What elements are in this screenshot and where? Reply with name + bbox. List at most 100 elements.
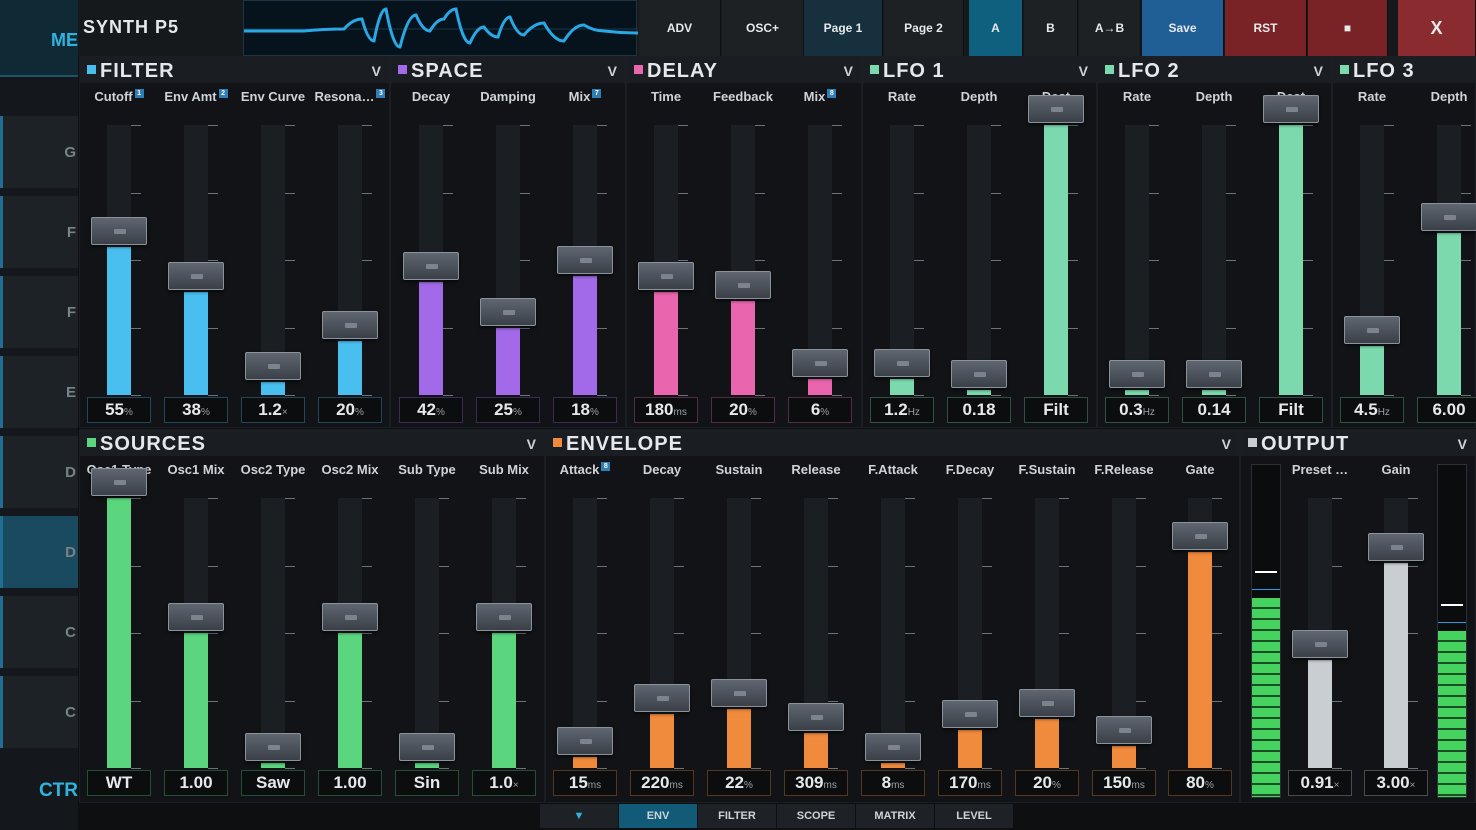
- filter-collapse-toggle[interactable]: V: [371, 63, 381, 79]
- lfo2-slider-handle[interactable]: [1186, 359, 1242, 388]
- lfo1-collapse-toggle[interactable]: V: [1078, 63, 1088, 79]
- space-slider-handle[interactable]: [480, 297, 536, 326]
- bottom-tab[interactable]: MATRIX: [856, 804, 934, 828]
- lfo3-slider-handle[interactable]: [1421, 203, 1476, 231]
- envelope-value-display[interactable]: 170ms: [938, 770, 1002, 796]
- sources-value-display[interactable]: 1.00: [164, 770, 228, 796]
- delay-value-display[interactable]: 180ms: [634, 397, 698, 423]
- sources-slider-handle[interactable]: [245, 732, 301, 761]
- lfo1-slider-handle[interactable]: [951, 359, 1007, 388]
- space-slider-handle[interactable]: [557, 246, 613, 275]
- filter-value-display[interactable]: 20%: [318, 397, 382, 423]
- sources-value-display[interactable]: 1.00: [318, 770, 382, 796]
- sidebar-item[interactable]: D: [0, 516, 78, 588]
- space-value-display[interactable]: 25%: [476, 397, 540, 423]
- lfo1-slider-handle[interactable]: [874, 348, 930, 377]
- save-button[interactable]: Save: [1142, 0, 1224, 56]
- sidebar-item[interactable]: C: [0, 676, 78, 748]
- output-value-display[interactable]: 0.91×: [1288, 770, 1352, 796]
- sources-value-display[interactable]: WT: [87, 770, 151, 796]
- sources-slider-track[interactable]: [261, 498, 285, 768]
- a-button[interactable]: A: [969, 0, 1023, 56]
- sources-slider-handle[interactable]: [476, 603, 532, 631]
- lfo1-slider-handle[interactable]: [1028, 95, 1084, 123]
- sidebar-item[interactable]: G: [0, 116, 78, 188]
- bottom-tab[interactable]: SCOPE: [777, 804, 855, 828]
- ctr-button[interactable]: CTR: [38, 780, 78, 801]
- lfo2-collapse-toggle[interactable]: V: [1313, 63, 1323, 79]
- envelope-value-display[interactable]: 20%: [1015, 770, 1079, 796]
- adv-button[interactable]: ADV: [639, 0, 721, 56]
- sidebar-item[interactable]: F: [0, 276, 78, 348]
- lfo2-slider-handle[interactable]: [1109, 359, 1165, 388]
- lfo1-value-display[interactable]: 1.2Hz: [870, 397, 934, 423]
- envelope-slider-handle[interactable]: [711, 678, 767, 707]
- filter-value-display[interactable]: 55%: [87, 397, 151, 423]
- lfo2-slider-track[interactable]: [1125, 125, 1149, 395]
- sources-value-display[interactable]: Sin: [395, 770, 459, 796]
- lfo1-value-display[interactable]: Filt: [1024, 397, 1088, 423]
- bottom-tab[interactable]: LEVEL: [935, 804, 1013, 828]
- sources-slider-track[interactable]: [415, 498, 439, 768]
- output-slider-handle[interactable]: [1292, 630, 1348, 658]
- envelope-slider-handle[interactable]: [1019, 689, 1075, 718]
- lfo3-value-display[interactable]: 6.00: [1417, 397, 1476, 423]
- envelope-value-display[interactable]: 80%: [1168, 770, 1232, 796]
- sources-value-display[interactable]: 1.0×: [472, 770, 536, 796]
- lfo2-value-display[interactable]: 0.3Hz: [1105, 397, 1169, 423]
- filter-slider-handle[interactable]: [322, 311, 378, 339]
- lfo2-slider-handle[interactable]: [1263, 95, 1319, 123]
- delay-slider-handle[interactable]: [638, 262, 694, 291]
- sources-slider-handle[interactable]: [91, 468, 147, 496]
- envelope-value-display[interactable]: 22%: [707, 770, 771, 796]
- lfo2-value-display[interactable]: Filt: [1259, 397, 1323, 423]
- delay-slider-handle[interactable]: [715, 270, 771, 299]
- space-value-display[interactable]: 18%: [553, 397, 617, 423]
- envelope-slider-handle[interactable]: [865, 732, 921, 761]
- filter-slider-track[interactable]: [261, 125, 285, 395]
- close-button[interactable]: X: [1398, 0, 1476, 56]
- filter-slider-handle[interactable]: [168, 262, 224, 291]
- envelope-value-display[interactable]: 309ms: [784, 770, 848, 796]
- envelope-collapse-toggle[interactable]: V: [1221, 436, 1231, 452]
- lfo3-value-display[interactable]: 4.5Hz: [1340, 397, 1404, 423]
- sidebar-item[interactable]: C: [0, 596, 78, 668]
- rst-button[interactable]: RST: [1225, 0, 1307, 56]
- sources-collapse-toggle[interactable]: V: [526, 436, 536, 452]
- lfo1-value-display[interactable]: 0.18: [947, 397, 1011, 423]
- envelope-slider-track[interactable]: [881, 498, 905, 768]
- output-value-display[interactable]: 3.00×: [1364, 770, 1428, 796]
- delay-value-display[interactable]: 6%: [788, 397, 852, 423]
- output-slider-handle[interactable]: [1368, 532, 1424, 561]
- lfo1-slider-track[interactable]: [967, 125, 991, 395]
- envelope-slider-handle[interactable]: [942, 700, 998, 729]
- filter-value-display[interactable]: 38%: [164, 397, 228, 423]
- delay-collapse-toggle[interactable]: V: [843, 63, 853, 79]
- envelope-value-display[interactable]: 220ms: [630, 770, 694, 796]
- sources-slider-handle[interactable]: [168, 603, 224, 631]
- output-collapse-toggle[interactable]: V: [1457, 436, 1467, 452]
- sidebar-item[interactable]: E: [0, 356, 78, 428]
- sidebar-item[interactable]: D: [0, 436, 78, 508]
- osc-button[interactable]: OSC+: [722, 0, 804, 56]
- envelope-slider-handle[interactable]: [1096, 716, 1152, 745]
- envelope-slider-handle[interactable]: [557, 727, 613, 756]
- envelope-slider-track[interactable]: [573, 498, 597, 768]
- b-button[interactable]: B: [1024, 0, 1078, 56]
- envelope-value-display[interactable]: 8ms: [861, 770, 925, 796]
- delay-slider-handle[interactable]: [792, 348, 848, 377]
- envelope-slider-handle[interactable]: [788, 702, 844, 731]
- sources-slider-handle[interactable]: [322, 603, 378, 631]
- delay-value-display[interactable]: 20%: [711, 397, 775, 423]
- filter-slider-handle[interactable]: [91, 216, 147, 245]
- ab-button[interactable]: A→B: [1079, 0, 1141, 56]
- space-value-display[interactable]: 42%: [399, 397, 463, 423]
- space-collapse-toggle[interactable]: V: [607, 63, 617, 79]
- envelope-slider-handle[interactable]: [634, 684, 690, 712]
- page1-button[interactable]: Page 1: [804, 0, 883, 56]
- page2-button[interactable]: Page 2: [884, 0, 964, 56]
- menu-button[interactable]: ME: [0, 0, 78, 77]
- bottom-tab[interactable]: ▼: [540, 804, 618, 828]
- envelope-slider-handle[interactable]: [1172, 522, 1228, 550]
- lfo2-slider-track[interactable]: [1202, 125, 1226, 395]
